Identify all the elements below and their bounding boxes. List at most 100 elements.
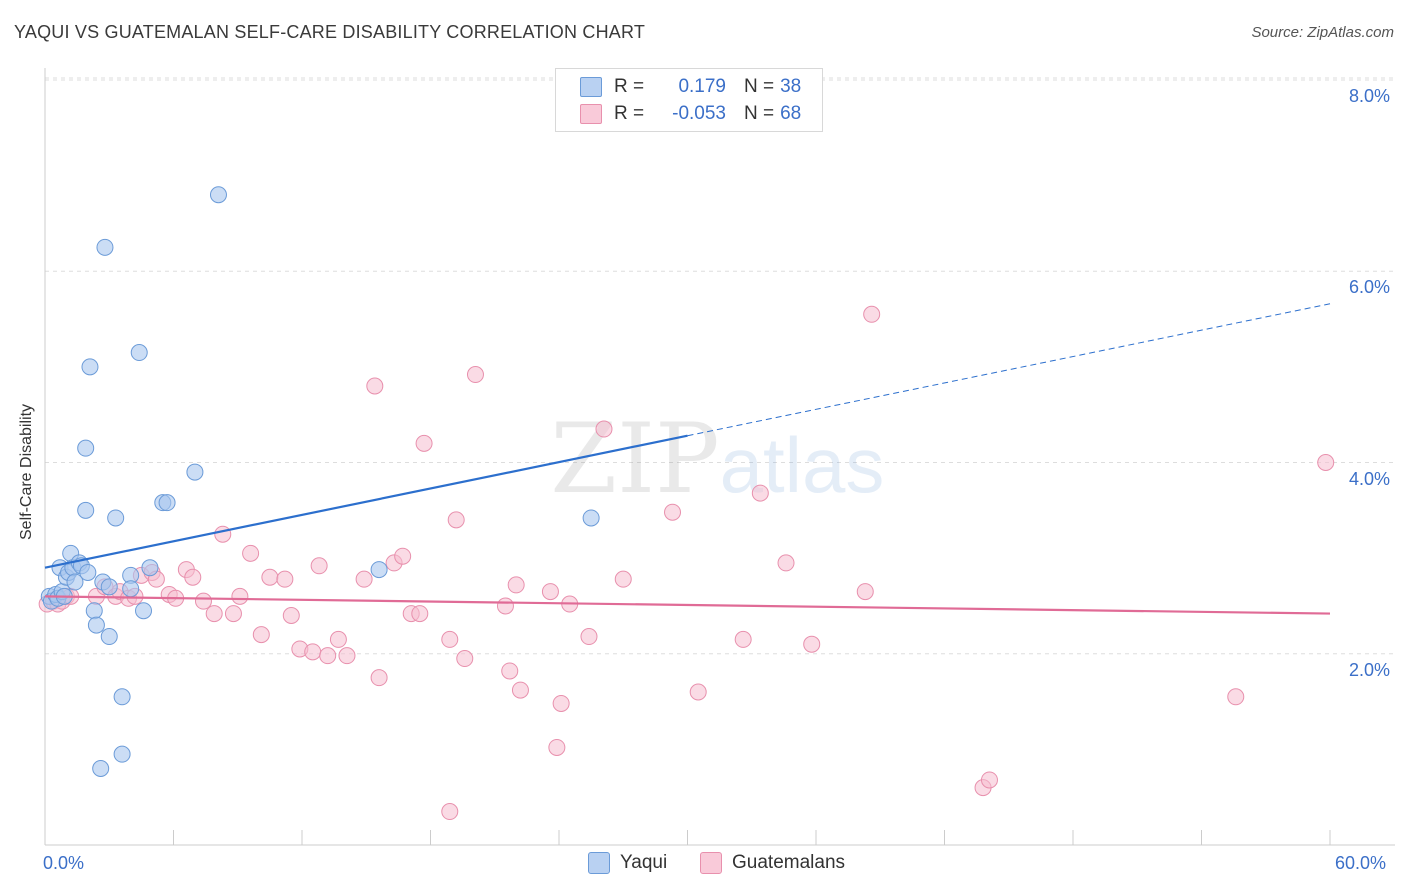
yaqui-points bbox=[40, 186, 600, 777]
yaqui-point bbox=[66, 573, 84, 591]
guatemalans-point bbox=[441, 630, 459, 648]
chart-title: YAQUI VS GUATEMALAN SELF-CARE DISABILITY… bbox=[14, 22, 646, 42]
guatemalans-point bbox=[261, 568, 279, 586]
yaqui-point bbox=[85, 602, 103, 620]
guatemalans-point bbox=[184, 568, 202, 586]
watermark: ZIP atlas bbox=[550, 403, 884, 515]
guatemalans-point bbox=[1317, 454, 1335, 471]
guatemalans-legend-swatch bbox=[700, 852, 722, 874]
y-tick-label: 2.0% bbox=[1349, 659, 1391, 680]
yaqui-point bbox=[100, 578, 118, 596]
grid-lines bbox=[45, 77, 1395, 655]
guatemalans-trend-line bbox=[44, 595, 1331, 615]
trend-lines bbox=[44, 303, 1331, 615]
axes bbox=[44, 68, 1395, 846]
guatemalans-point bbox=[252, 626, 270, 644]
guatemalans-point bbox=[411, 605, 429, 623]
guatemalans-point bbox=[338, 647, 356, 665]
yaqui-point bbox=[107, 509, 125, 527]
guatemalans-point bbox=[803, 635, 821, 653]
guatemalans-point bbox=[304, 643, 322, 661]
yaqui-legend-label: Yaqui bbox=[620, 852, 668, 873]
yaqui-point bbox=[141, 559, 159, 577]
yaqui-point bbox=[582, 509, 600, 527]
guatemalans-point bbox=[441, 803, 459, 821]
guatemalans-point bbox=[501, 662, 519, 680]
guatemalans-point bbox=[734, 630, 752, 648]
guatemalans-point bbox=[282, 607, 300, 624]
guatemalans-point bbox=[856, 583, 874, 601]
guatemalans-point bbox=[980, 771, 998, 789]
y-tick-label: 4.0% bbox=[1349, 468, 1391, 489]
legend-n-label: N = bbox=[744, 103, 775, 124]
guatemalans-point bbox=[224, 605, 242, 623]
guatemalans-point bbox=[355, 570, 373, 588]
guatemalans-point bbox=[447, 511, 465, 529]
yaqui-point bbox=[130, 344, 148, 362]
guatemalans-point bbox=[242, 544, 260, 562]
yaqui-point bbox=[370, 561, 388, 579]
x-tick-max: 60.0% bbox=[1335, 853, 1387, 873]
guatemalans-point bbox=[415, 434, 433, 452]
yaqui-point bbox=[81, 358, 99, 376]
legend-n-value: 38 bbox=[780, 76, 802, 97]
yaqui-point bbox=[113, 688, 131, 706]
bottom-legend-yaqui: Yaqui bbox=[588, 852, 667, 874]
yaqui-point bbox=[87, 616, 105, 634]
guatemalans-point bbox=[319, 647, 337, 665]
guatemalans-swatch bbox=[580, 104, 602, 124]
legend-r-label: R = bbox=[614, 76, 645, 97]
legend-row-guatemalans: R = -0.053 N = 68 bbox=[580, 101, 801, 127]
guatemalans-point bbox=[595, 420, 613, 438]
bottom-legend-guatemalans: Guatemalans bbox=[700, 852, 845, 874]
guatemalans-point bbox=[466, 366, 484, 384]
guatemalans-point bbox=[370, 669, 388, 687]
yaqui-point bbox=[158, 494, 176, 512]
guatemalans-point bbox=[214, 525, 232, 543]
yaqui-point bbox=[77, 439, 95, 457]
yaqui-point bbox=[135, 602, 153, 620]
legend-n-value: 68 bbox=[780, 103, 802, 124]
legend-r-value: 0.179 bbox=[678, 76, 726, 97]
guatemalans-point bbox=[329, 630, 347, 648]
x-tick-min: 0.0% bbox=[43, 853, 85, 873]
guatemalans-point bbox=[548, 738, 566, 756]
guatemalans-point bbox=[194, 592, 212, 610]
yaqui-point bbox=[113, 745, 131, 763]
legend-r-value: -0.053 bbox=[672, 103, 726, 124]
yaqui-trend-extension bbox=[687, 303, 1331, 437]
guatemalans-point bbox=[205, 605, 223, 623]
guatemalans-point bbox=[310, 557, 328, 575]
yaqui-point bbox=[77, 501, 95, 519]
guatemalans-point bbox=[231, 587, 249, 605]
guatemalans-legend-label: Guatemalans bbox=[732, 852, 846, 873]
yaqui-point bbox=[96, 238, 114, 256]
guatemalans-point bbox=[276, 570, 294, 588]
guatemalans-point bbox=[689, 683, 707, 701]
guatemalans-point bbox=[496, 597, 514, 615]
yaqui-point bbox=[100, 628, 118, 646]
yaqui-point bbox=[79, 563, 97, 581]
yaqui-swatch bbox=[580, 77, 602, 97]
source-label: Source: ZipAtlas.com bbox=[1251, 24, 1394, 41]
yaqui-point bbox=[92, 760, 110, 777]
guatemalans-point bbox=[863, 305, 881, 323]
guatemalans-point bbox=[541, 583, 559, 601]
yaqui-point bbox=[209, 186, 227, 204]
guatemalans-point bbox=[614, 570, 632, 588]
yaqui-point bbox=[122, 580, 140, 598]
guatemalans-point bbox=[507, 576, 525, 594]
yaqui-trend-line bbox=[44, 434, 688, 569]
yaqui-point bbox=[186, 463, 204, 481]
guatemalans-point bbox=[511, 681, 529, 699]
yaqui-legend-swatch bbox=[588, 852, 610, 874]
guatemalans-point bbox=[456, 650, 474, 668]
guatemalans-point bbox=[1227, 688, 1245, 706]
guatemalans-point bbox=[394, 547, 412, 565]
guatemalans-points bbox=[38, 305, 1335, 821]
y-tick-label: 6.0% bbox=[1349, 277, 1391, 298]
legend-row-yaqui: R = 0.179 N = 38 bbox=[580, 74, 801, 100]
watermark-atlas: atlas bbox=[720, 421, 885, 509]
legend: R = 0.179 N = 38 R = -0.053 N = 68 bbox=[555, 68, 823, 132]
